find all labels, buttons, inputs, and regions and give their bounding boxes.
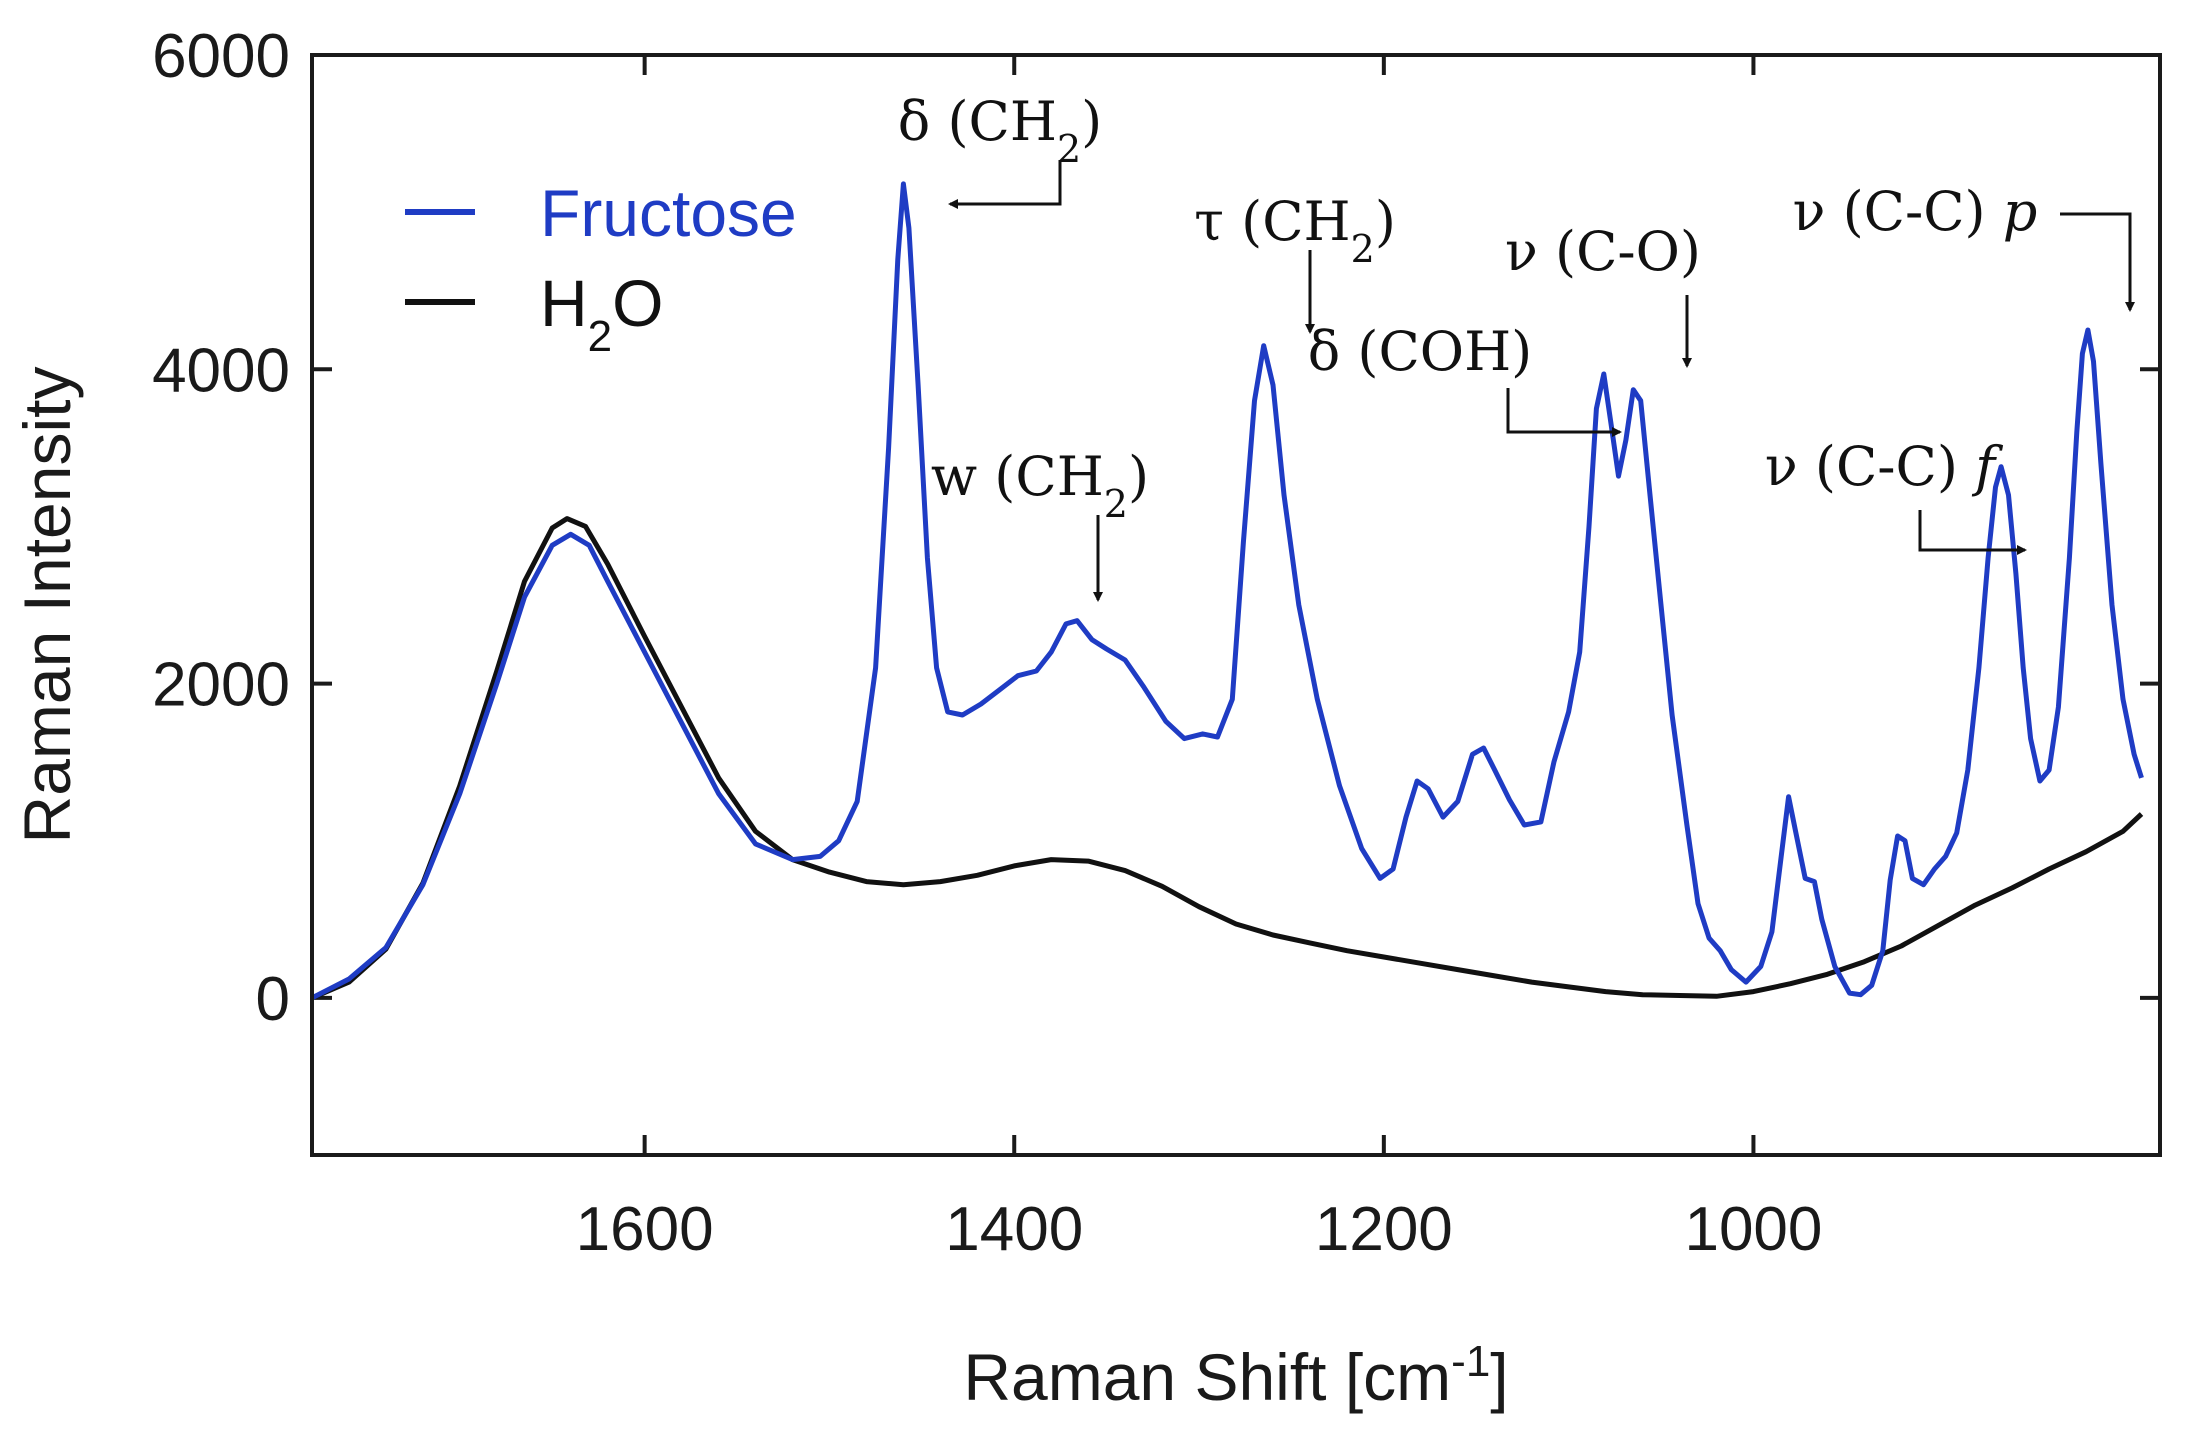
legend-label-fructose: Fructose (540, 176, 797, 250)
annotation-label: ν (C-C) f (1765, 435, 2003, 498)
annotation-label: w (CH2) (931, 445, 1149, 526)
y-tick-label: 0 (256, 965, 290, 1034)
plot-frame (310, 53, 2162, 1157)
y-tick-label: 4000 (152, 336, 290, 405)
x-tick-label: 1200 (1315, 1195, 1453, 1264)
x-tick-label: 1000 (1684, 1195, 1822, 1264)
y-tick-label: 6000 (152, 22, 290, 91)
series-line-fructose (312, 181, 2144, 1001)
x-tick-label: 1400 (945, 1195, 1083, 1264)
annotation-label: δ (COH) (1308, 320, 1533, 383)
annotation-label: δ (CH2) (898, 90, 1102, 171)
annotation-label: τ (CH2) (1194, 190, 1396, 271)
series-line-water (312, 516, 2144, 1001)
legend: Fructose H2O (405, 176, 797, 361)
y-tick-label: 2000 (152, 651, 290, 720)
annotation-arrow (1918, 510, 2027, 555)
annotation-label: ν (C-C) p (1793, 180, 2038, 243)
annotation-arrow (1506, 388, 1622, 437)
legend-label-water: H2O (540, 266, 664, 361)
y-axis-title: Raman Intensity (10, 367, 84, 844)
annotation-arrow (2060, 212, 2135, 312)
annotation-arrow (948, 160, 1062, 209)
x-axis-title: Raman Shift [cm-1] (963, 1337, 1508, 1415)
x-tick-label: 1600 (576, 1195, 714, 1264)
annotation-label: ν (C-O) (1505, 220, 1701, 283)
